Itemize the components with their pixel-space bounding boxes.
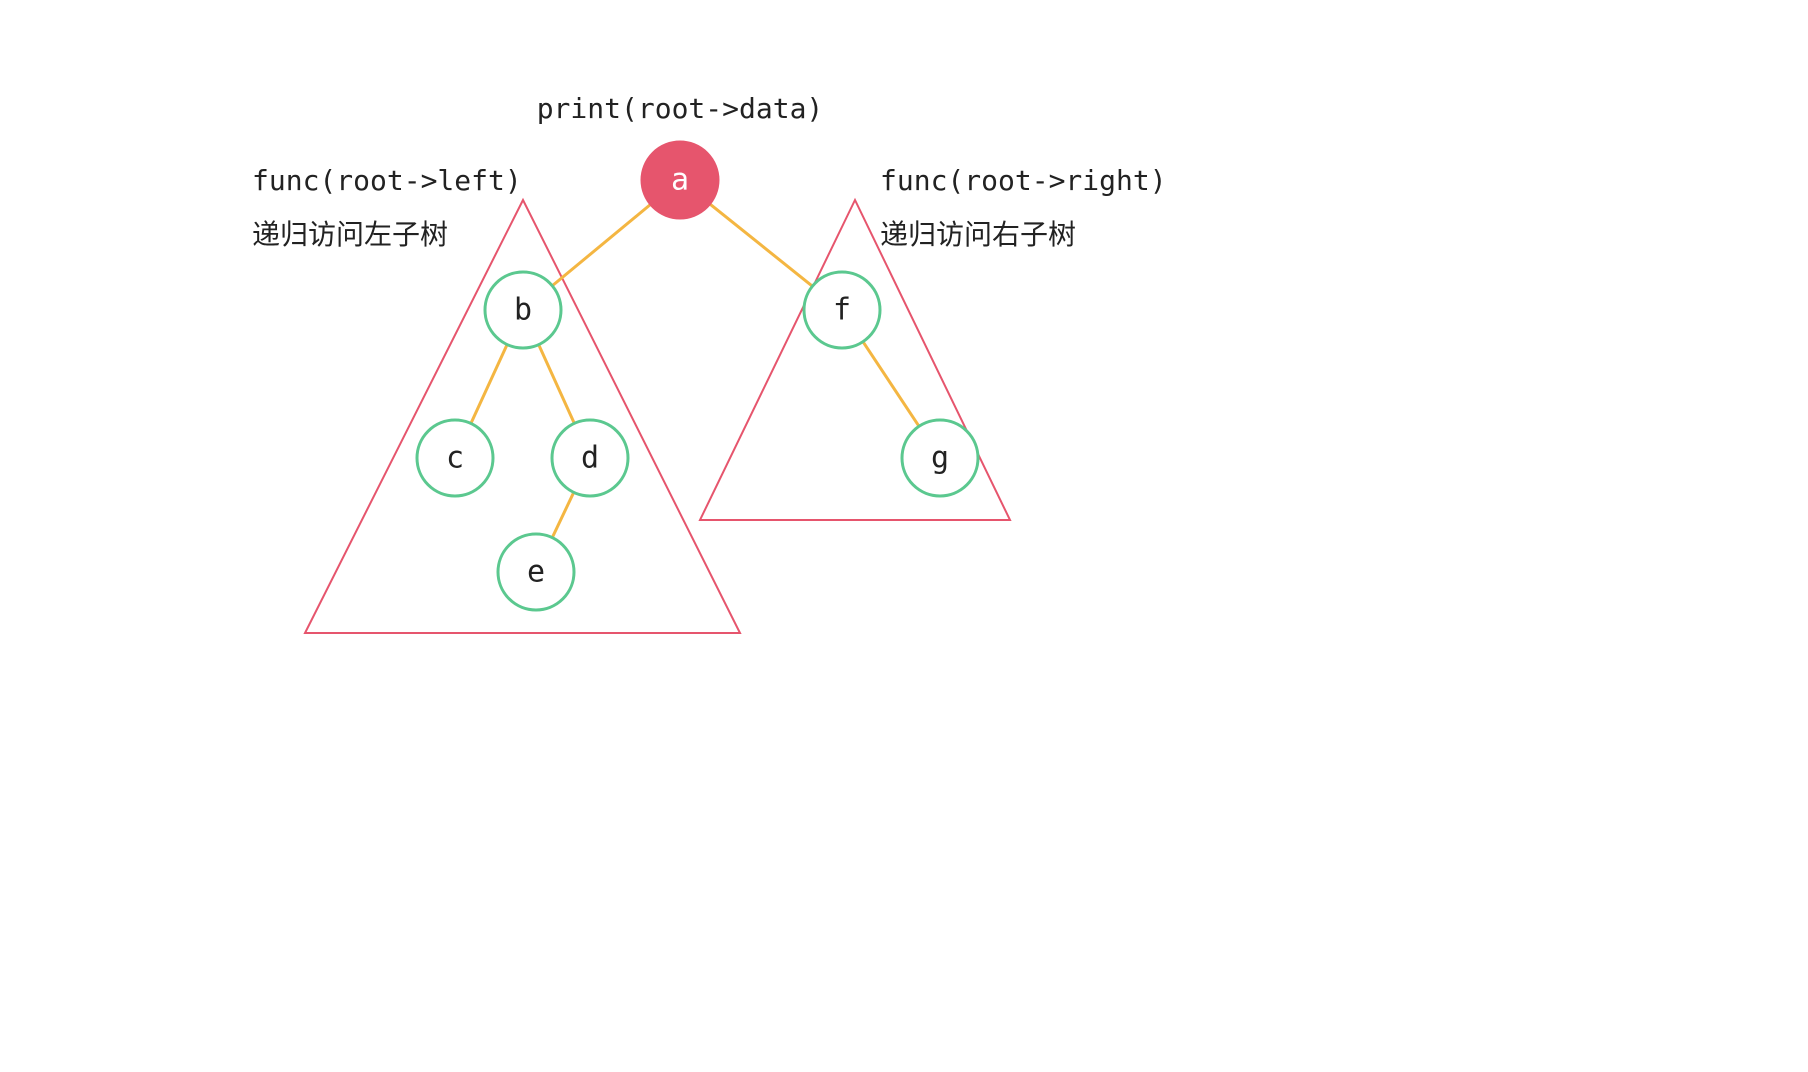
edge-a-b	[552, 204, 650, 286]
node-label-a: a	[671, 163, 689, 198]
label-left_code: func(root->left)	[252, 164, 522, 197]
node-e: e	[498, 534, 574, 610]
node-label-e: e	[527, 555, 545, 590]
tree-edges	[471, 204, 919, 538]
edge-f-g	[863, 342, 919, 427]
node-label-g: g	[931, 441, 949, 476]
node-c: c	[417, 420, 493, 496]
subtree-outlines	[305, 200, 1010, 633]
node-label-f: f	[833, 293, 851, 328]
label-left_cjk: 递归访问左子树	[252, 213, 448, 253]
node-label-d: d	[581, 441, 599, 476]
label-top: print(root->data)	[537, 92, 824, 125]
label-right_cjk: 递归访问右子树	[880, 213, 1076, 253]
edge-b-c	[471, 345, 507, 424]
edge-b-d	[539, 345, 575, 424]
tree-diagram: a b c d e f g print(root->data) func(root->left…	[0, 0, 1808, 1072]
node-b: b	[485, 272, 561, 348]
node-label-b: b	[514, 293, 532, 328]
node-f: f	[804, 272, 880, 348]
node-label-c: c	[446, 441, 464, 476]
node-g: g	[902, 420, 978, 496]
label-right_code: func(root->right)	[880, 164, 1167, 197]
edge-a-f	[710, 204, 813, 286]
node-d: d	[552, 420, 628, 496]
edge-d-e	[552, 492, 573, 537]
node-a: a	[642, 142, 718, 218]
